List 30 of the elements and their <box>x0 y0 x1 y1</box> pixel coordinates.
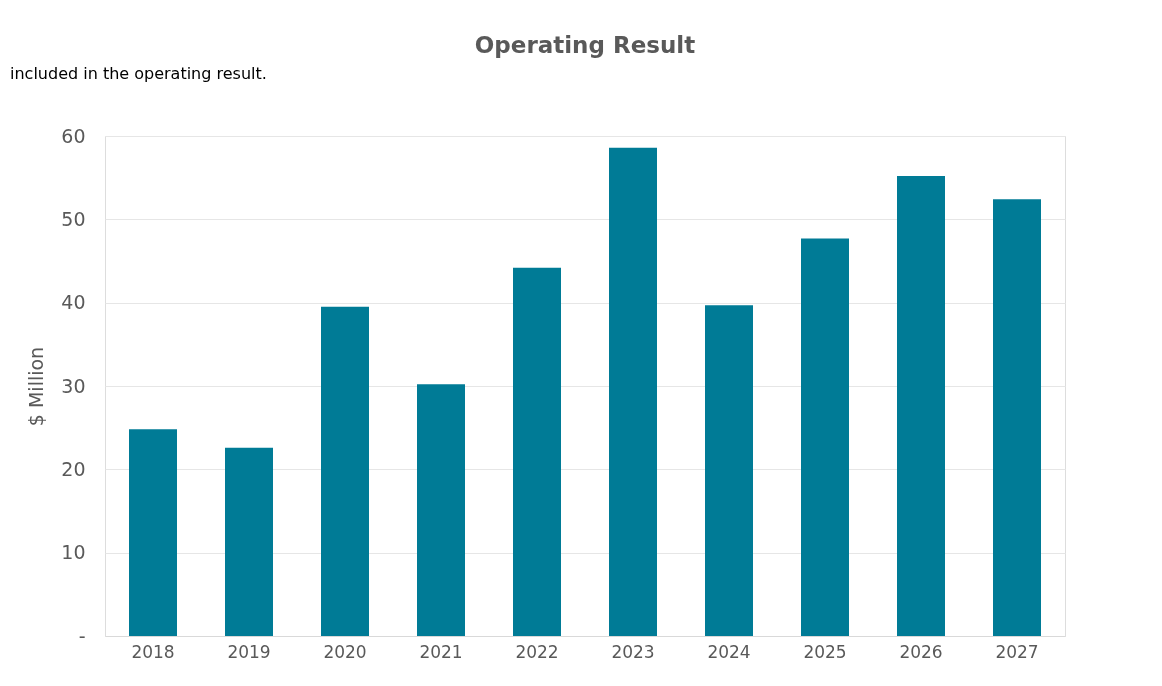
y-tick-label: 30 <box>61 374 86 397</box>
text: included in the operating result. <box>10 64 267 83</box>
y-axis-title: $ Million <box>25 346 48 427</box>
y-tick-label: 50 <box>61 207 86 230</box>
x-tick-label: 2019 <box>227 641 271 662</box>
x-tick-label: 2022 <box>515 641 559 662</box>
x-tick-label: 2021 <box>419 641 463 662</box>
bar <box>513 267 561 636</box>
bar <box>801 238 849 636</box>
bar <box>129 429 177 636</box>
bar <box>225 447 273 636</box>
bar <box>897 176 945 636</box>
x-tick-label: 2027 <box>995 641 1039 662</box>
bar <box>417 384 465 636</box>
bar <box>705 305 753 636</box>
chart-title: Operating Result <box>474 32 696 58</box>
y-tick-label: 60 <box>61 124 86 147</box>
x-tick-label: 2026 <box>899 641 943 662</box>
x-tick-label: 2024 <box>707 641 751 662</box>
bar <box>993 199 1041 636</box>
y-tick-label: 40 <box>61 291 86 314</box>
x-tick-label: 2025 <box>803 641 847 662</box>
x-tick-label: 2020 <box>323 641 367 662</box>
x-tick-label: 2023 <box>611 641 655 662</box>
y-tick-label: 20 <box>61 457 86 480</box>
y-tick-label: 10 <box>61 541 86 564</box>
bar <box>321 306 369 636</box>
y-tick-label: - <box>78 624 86 647</box>
x-tick-label: 2018 <box>131 641 175 662</box>
bar <box>609 147 657 636</box>
